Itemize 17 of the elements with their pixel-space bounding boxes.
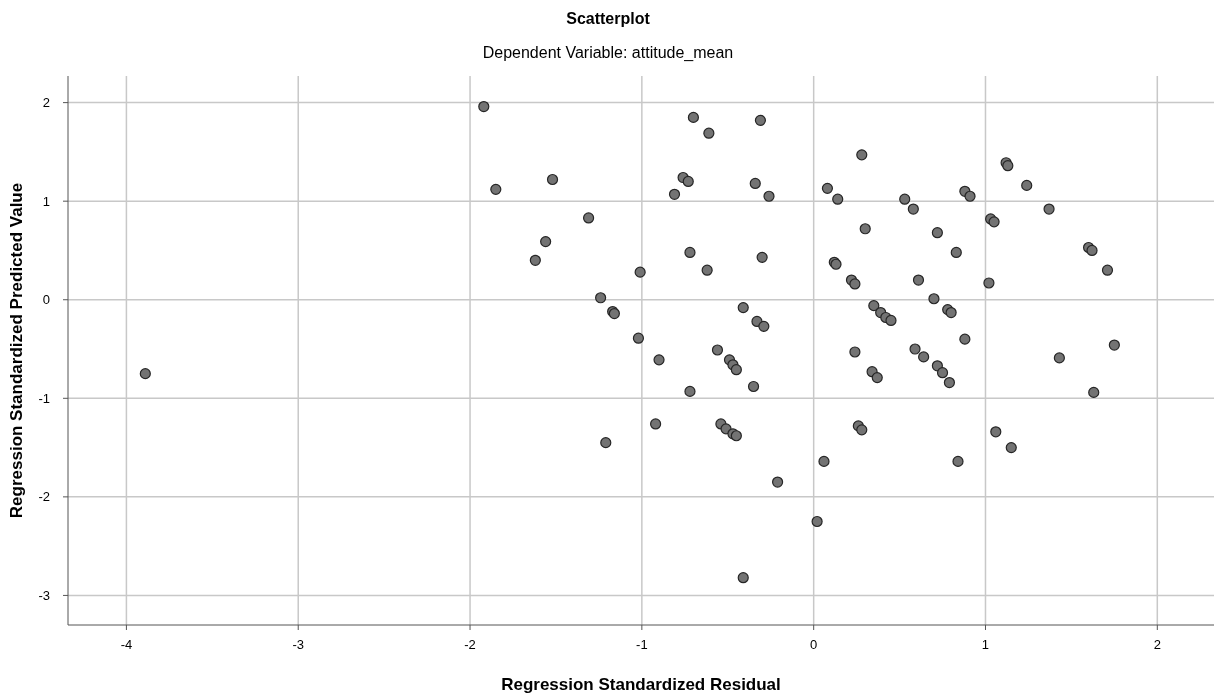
x-tick-label: 1 — [981, 637, 990, 652]
y-tick-label: -2 — [38, 489, 50, 505]
x-tick-label: -1 — [636, 637, 648, 652]
chart-title: Scatterplot — [566, 10, 651, 27]
x-axis-title: Regression Standardized Residual — [501, 675, 781, 694]
y-axis-title: Regression Standardized Predicted Value — [7, 182, 26, 519]
y-tick-label: -1 — [38, 390, 50, 406]
y-tick-label: 0 — [42, 292, 50, 308]
x-tick-label: -3 — [292, 637, 305, 652]
y-tick-label: -3 — [38, 587, 50, 603]
y-tick-label: 1 — [42, 193, 50, 209]
x-tick-label: -2 — [464, 637, 476, 652]
x-tick-label: 0 — [810, 637, 818, 652]
y-tick-label: 2 — [42, 95, 50, 111]
x-tick-label: -4 — [120, 637, 133, 652]
x-tick-label: 2 — [1153, 637, 1161, 652]
chart-subtitle: Dependent Variable: attitude_mean — [482, 44, 734, 62]
